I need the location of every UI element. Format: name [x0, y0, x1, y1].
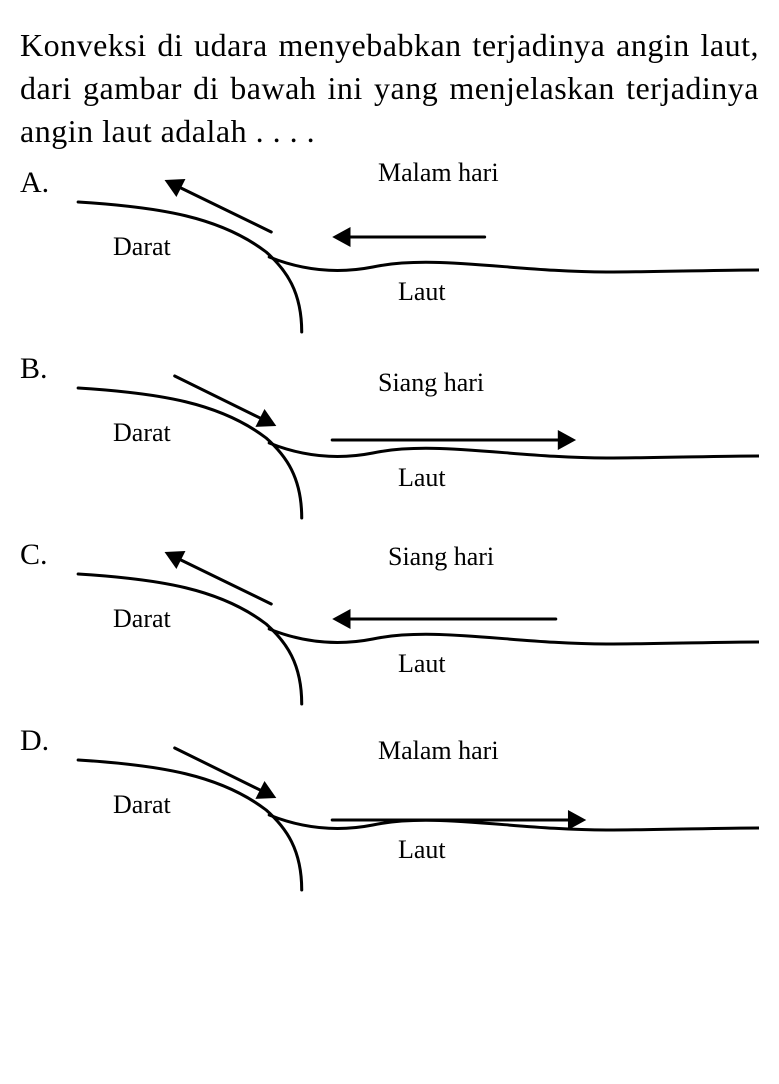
label-laut: Laut — [398, 463, 446, 493]
label-darat: Darat — [113, 604, 171, 634]
option-letter: A. — [20, 162, 68, 200]
diagram: Darat Laut Siang hari — [68, 534, 759, 714]
label-time: Siang hari — [388, 542, 494, 572]
label-time: Malam hari — [378, 158, 499, 188]
label-laut: Laut — [398, 277, 446, 307]
label-darat: Darat — [113, 790, 171, 820]
option-A[interactable]: A. Darat Laut Malam hari — [20, 162, 759, 342]
diagram: Darat Laut Malam hari — [68, 162, 759, 342]
option-letter: C. — [20, 534, 68, 572]
question-text: Konveksi di udara menyebabkan terjadinya… — [20, 24, 759, 154]
label-time: Malam hari — [378, 736, 499, 766]
option-B[interactable]: B. Darat Laut Siang hari — [20, 348, 759, 528]
option-letter: D. — [20, 720, 68, 758]
label-darat: Darat — [113, 232, 171, 262]
diagram: Darat Laut Siang hari — [68, 348, 759, 528]
option-D[interactable]: D. Darat Laut Malam hari — [20, 720, 759, 900]
label-darat: Darat — [113, 418, 171, 448]
label-time: Siang hari — [378, 368, 484, 398]
option-C[interactable]: C. Darat Laut Siang hari — [20, 534, 759, 714]
option-letter: B. — [20, 348, 68, 386]
label-laut: Laut — [398, 649, 446, 679]
diagram: Darat Laut Malam hari — [68, 720, 759, 900]
label-laut: Laut — [398, 835, 446, 865]
